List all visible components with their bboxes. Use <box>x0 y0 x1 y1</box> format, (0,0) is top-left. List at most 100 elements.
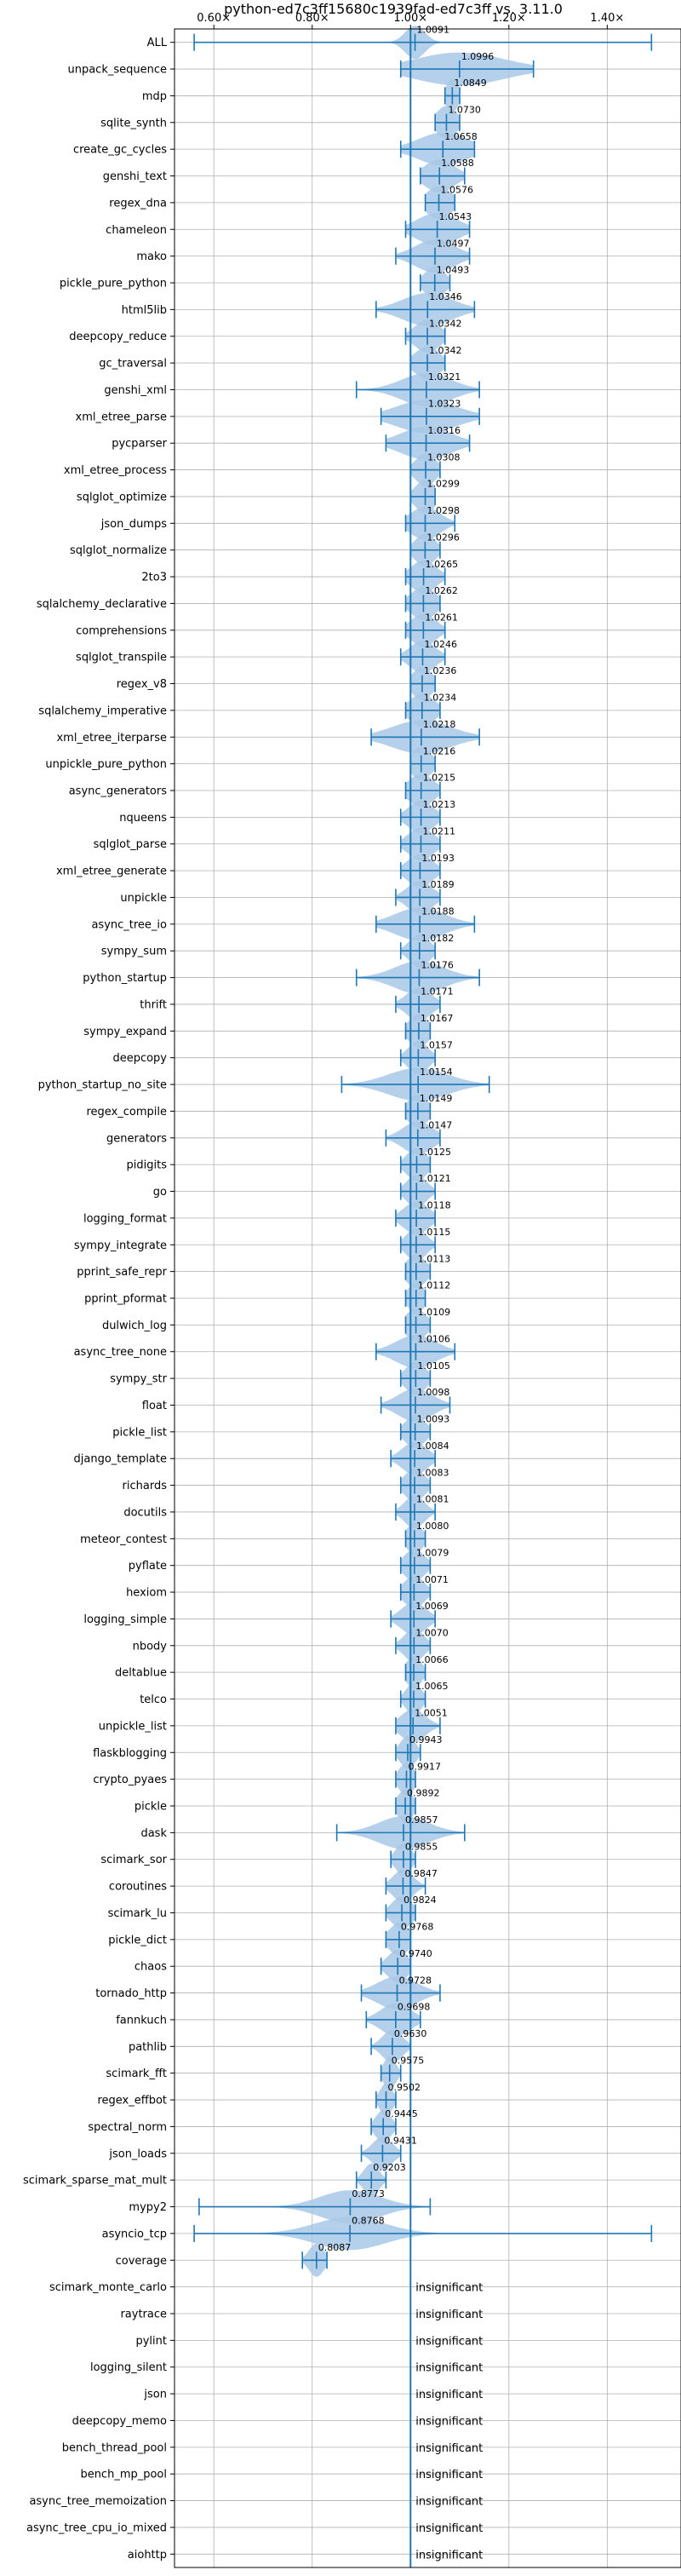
value-label: 0.9740 <box>399 1948 432 1959</box>
y-tick-label: deepcopy <box>112 1052 167 1065</box>
value-label: 1.0167 <box>421 1013 454 1024</box>
x-tick-label: 1.00× <box>393 12 427 25</box>
y-tick-label: sympy_sum <box>101 946 167 958</box>
value-label: 1.0106 <box>417 1333 450 1344</box>
value-label: 1.0211 <box>422 825 455 837</box>
y-tick-label: raytrace <box>120 2309 167 2321</box>
value-label: 1.0299 <box>427 479 461 490</box>
value-label: 1.0171 <box>421 986 453 998</box>
y-tick-label: thrift <box>140 998 167 1011</box>
value-label: 1.0218 <box>423 719 456 730</box>
value-label: 0.8087 <box>318 2242 352 2253</box>
value-label: 1.0081 <box>416 1494 449 1505</box>
y-tick-label: html5lib <box>122 304 167 317</box>
value-label: 0.9768 <box>401 1922 434 1933</box>
insignificant-label: insignificant <box>415 2415 483 2428</box>
value-label: 0.9855 <box>405 1841 438 1852</box>
value-label: 1.0070 <box>415 1627 449 1638</box>
y-tick-label: mako <box>136 250 167 263</box>
y-tick-label: sqlalchemy_declarative <box>37 598 167 611</box>
value-label: 1.0497 <box>437 238 470 249</box>
y-tick-label: go <box>153 1186 167 1199</box>
value-label: 1.0157 <box>420 1039 452 1050</box>
value-label: 1.0154 <box>420 1067 453 1078</box>
y-tick-label: json <box>143 2389 167 2401</box>
y-tick-label: create_gc_cycles <box>73 144 167 157</box>
value-label: 0.9728 <box>399 1975 432 1986</box>
y-tick-label: tornado_http <box>95 1987 167 2000</box>
value-label: 1.0234 <box>424 693 457 704</box>
value-label: 1.0098 <box>417 1387 450 1398</box>
y-tick-label: coroutines <box>109 1881 167 1894</box>
y-tick-label: regex_v8 <box>117 678 167 691</box>
value-label: 1.0493 <box>437 265 470 276</box>
insignificant-label: insignificant <box>415 2282 483 2295</box>
value-label: 1.0113 <box>418 1253 450 1264</box>
y-tick-label: sympy_integrate <box>74 1239 167 1252</box>
y-tick-label: scimark_sor <box>100 1854 167 1866</box>
y-tick-label: pickle_list <box>112 1426 167 1439</box>
value-label: 1.0265 <box>426 559 459 570</box>
insignificant-label: insignificant <box>415 2496 483 2509</box>
value-label: 1.0065 <box>415 1681 448 1692</box>
value-label: 1.0576 <box>441 185 474 196</box>
chart-title: python-ed7c3ff15680c1939fad-ed7c3ff vs. … <box>224 1 563 17</box>
y-tick-label: unpack_sequence <box>67 64 167 77</box>
y-tick-label: deepcopy_reduce <box>69 331 167 343</box>
value-label: 1.0091 <box>417 24 449 35</box>
value-label: 1.0296 <box>426 532 460 543</box>
value-label: 0.8773 <box>352 2188 385 2199</box>
y-tick-label: nqueens <box>119 812 167 825</box>
value-label: 1.0342 <box>429 345 461 356</box>
value-label: 0.9857 <box>405 1814 438 1826</box>
value-label: 1.0308 <box>427 451 461 463</box>
value-label: 1.0115 <box>418 1227 451 1238</box>
value-label: 0.8768 <box>352 2216 385 2227</box>
y-tick-label: sqlglot_transpile <box>76 652 167 664</box>
y-tick-label: asyncio_tcp <box>102 2228 167 2240</box>
y-tick-label: regex_effbot <box>97 2095 167 2107</box>
value-label: 1.0543 <box>439 211 472 222</box>
value-label: 0.9824 <box>403 1895 437 1906</box>
value-label: 1.0147 <box>420 1119 453 1130</box>
value-label: 1.0342 <box>429 318 461 329</box>
value-label: 1.0112 <box>418 1280 451 1291</box>
y-tick-label: comprehensions <box>76 624 167 637</box>
value-label: 1.0321 <box>428 371 461 382</box>
y-tick-label: python_startup <box>83 972 167 985</box>
value-label: 1.0176 <box>421 959 454 970</box>
value-label: 1.0109 <box>418 1307 450 1318</box>
value-label: 1.0996 <box>461 51 495 62</box>
y-tick-label: dask <box>140 1827 167 1840</box>
y-tick-label: genshi_xml <box>104 384 167 397</box>
y-tick-label: pprint_safe_repr <box>77 1266 167 1279</box>
plot-frame <box>174 28 681 2568</box>
insignificant-label: insignificant <box>415 2335 483 2348</box>
y-tick-label: ALL <box>147 37 168 49</box>
y-tick-label: meteor_contest <box>80 1533 167 1546</box>
value-label: 1.0658 <box>444 131 478 142</box>
y-tick-label: sqlalchemy_imperative <box>38 704 167 717</box>
value-label: 1.0588 <box>441 158 474 169</box>
value-label: 1.0216 <box>423 745 456 756</box>
value-label: 1.0083 <box>416 1467 449 1478</box>
y-tick-label: sqlglot_optimize <box>77 491 167 503</box>
y-tick-label: logging_silent <box>90 2361 167 2374</box>
y-tick-label: logging_simple <box>83 1613 167 1626</box>
y-tick-label: async_tree_none <box>74 1346 167 1359</box>
y-tick-label: dulwich_log <box>102 1320 167 1332</box>
value-label: 1.0262 <box>425 585 458 596</box>
x-tick-label: 1.40× <box>590 12 624 25</box>
y-tick-label: gc_traversal <box>99 358 167 371</box>
y-tick-label: pprint_pformat <box>84 1293 167 1306</box>
y-tick-label: richards <box>123 1480 168 1492</box>
value-label: 1.0093 <box>417 1414 450 1425</box>
y-tick-label: docutils <box>123 1506 167 1519</box>
value-label: 1.0182 <box>421 933 455 944</box>
value-label: 1.0236 <box>424 665 457 676</box>
value-label: 1.0149 <box>420 1093 452 1104</box>
y-tick-label: float <box>142 1400 167 1412</box>
value-label: 0.9892 <box>407 1788 440 1799</box>
label-layer: 1.0091 1.0996 1.0849 1.0730 1.0658 1.0588 1.05… <box>318 24 495 2562</box>
